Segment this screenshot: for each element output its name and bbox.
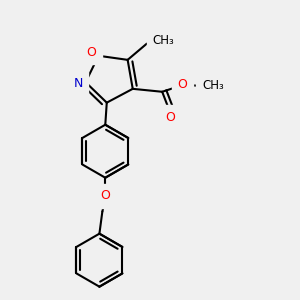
Text: O: O	[165, 111, 175, 124]
Text: N: N	[74, 77, 83, 90]
Text: CH₃: CH₃	[152, 34, 174, 46]
Text: O: O	[177, 78, 187, 91]
Text: CH₃: CH₃	[202, 79, 224, 92]
Text: O: O	[86, 46, 96, 59]
Text: O: O	[100, 190, 110, 202]
